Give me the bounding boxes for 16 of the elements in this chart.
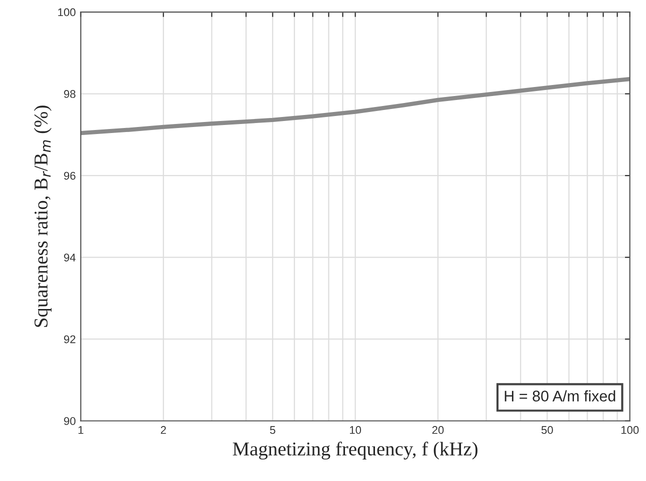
x-tick-label: 20: [432, 426, 444, 434]
y-tick-label: 92: [64, 335, 76, 344]
x-tick-label: 100: [621, 426, 639, 434]
x-tick-label: 50: [541, 426, 553, 434]
x-tick-label: 10: [350, 426, 362, 434]
annotation: H = 80 A/m fixed: [504, 390, 616, 402]
x-tick-label: 2: [160, 426, 166, 434]
y-tick-label: 98: [64, 90, 76, 98]
y-tick-label: 96: [64, 172, 76, 180]
x-axis-title: Magnetizing frequency, f (kHz): [232, 442, 478, 460]
x-tick-label: 1: [78, 426, 84, 434]
x-tick-label: 5: [270, 426, 276, 434]
y-tick-label: 90: [64, 417, 76, 426]
y-tick-label: 94: [64, 254, 76, 262]
y-axis-title: Squareness ratio, B$_{r}$/B$_{m}$ (%): [34, 106, 52, 327]
y-tick-label: 100: [58, 8, 76, 16]
